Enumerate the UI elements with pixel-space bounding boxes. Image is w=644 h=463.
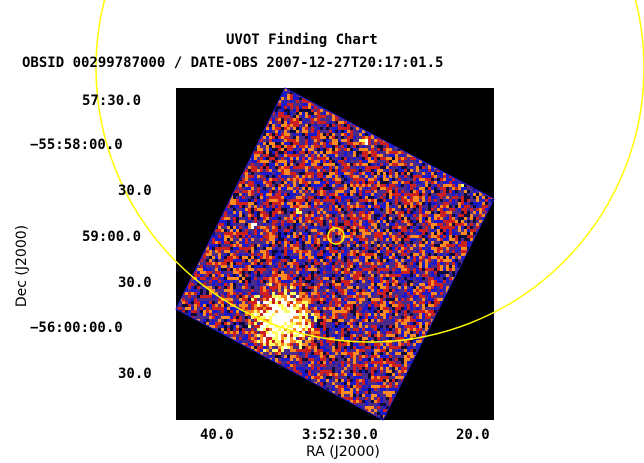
x-tick-label: 40.0: [200, 427, 234, 443]
x-tick-label: 3:52:30.0: [302, 427, 378, 443]
chart-title: UVOT Finding Chart: [226, 32, 378, 48]
x-axis-label: RA (J2000): [306, 444, 380, 460]
error-circle-large: [95, 0, 644, 343]
chart-subtitle: OBSID 00299787000 / DATE-OBS 2007-12-27T…: [22, 55, 444, 71]
y-tick-label: 30.0: [118, 366, 152, 382]
y-tick-label: 30.0: [118, 275, 152, 291]
x-tick-label: 20.0: [456, 427, 490, 443]
y-tick-label: −55:58:00.0: [30, 137, 123, 153]
y-tick-label: 59:00.0: [82, 229, 142, 245]
y-tick-label: 30.0: [118, 183, 152, 199]
y-axis-label: Dec (J2000): [14, 224, 30, 308]
y-tick-label: 57:30.0: [82, 93, 142, 109]
image-footprint: [175, 87, 495, 421]
target-circle: [327, 227, 345, 245]
y-tick-label: −56:00:00.0: [30, 320, 123, 336]
